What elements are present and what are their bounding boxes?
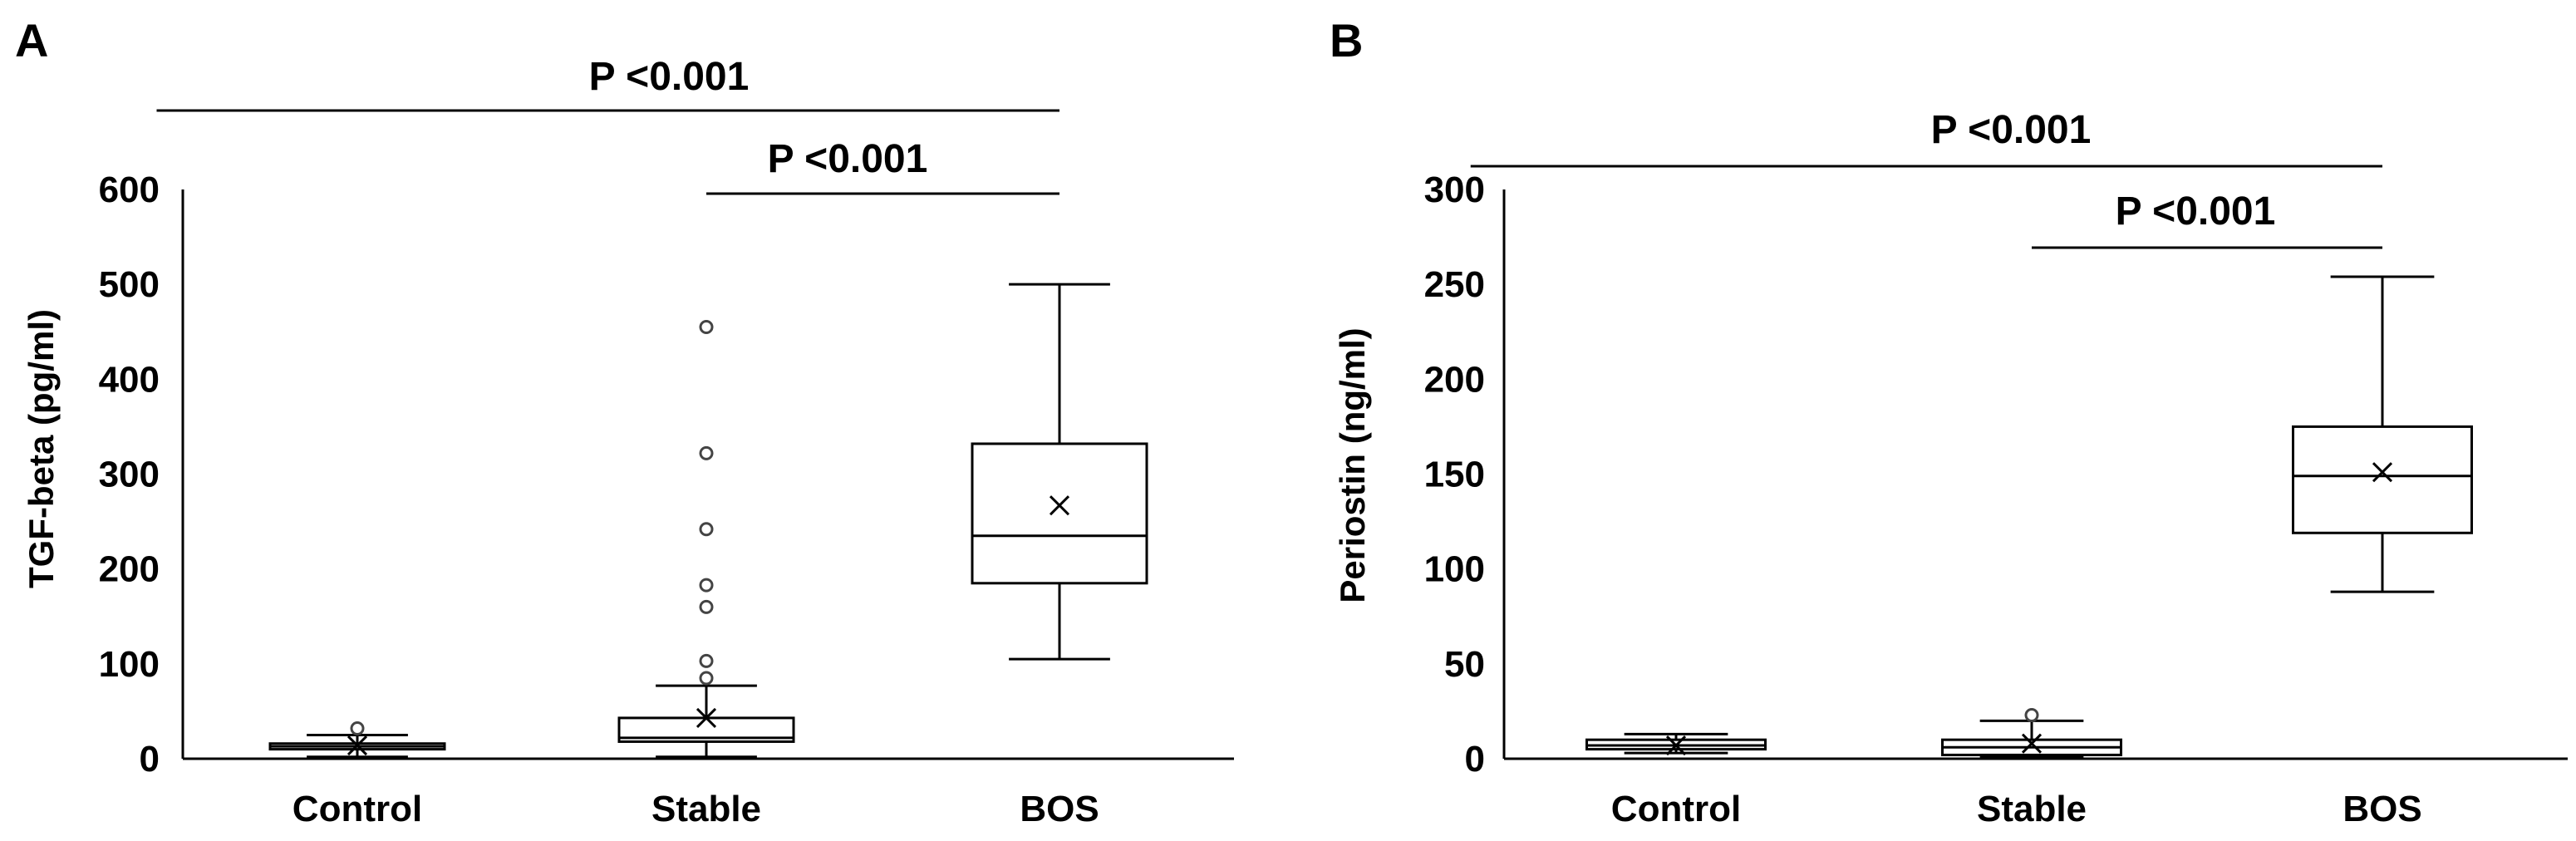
y-tick-label-a-100: 100 <box>99 644 160 685</box>
mean-marker <box>1665 735 1687 756</box>
mean-marker <box>347 735 368 756</box>
outlier-point <box>699 653 714 668</box>
x-tick-label-a-control: Control <box>293 789 422 829</box>
outlier-point <box>2024 707 2039 722</box>
y-tick-label-b-200: 200 <box>1424 359 1485 400</box>
panel-b: B Periostin (ng/ml) 0 50 100 150 200 250 300 Co… <box>1330 14 2568 829</box>
y-tick-label-a-500: 500 <box>99 264 160 305</box>
iqr-box <box>971 442 1148 585</box>
iqr-box <box>2292 425 2473 534</box>
panel-a: A TGF-beta (pg/ml) 0 100 200 300 400 500 600 Co… <box>15 14 1234 829</box>
box-plot-a-bos <box>971 283 1148 661</box>
p-value-label-a-control-bos: P <0.001 <box>589 55 750 99</box>
x-tick-label-b-control: Control <box>1611 789 1741 829</box>
outlier-point <box>699 522 714 537</box>
y-tick-label-b-300: 300 <box>1424 170 1485 210</box>
y-tick-label-b-150: 150 <box>1424 455 1485 495</box>
mean-marker <box>1049 495 1070 516</box>
box-plot-a-stable <box>617 320 795 759</box>
box-plot-a-control <box>268 721 446 759</box>
outlier-point <box>699 445 714 460</box>
y-tick-label-b-50: 50 <box>1444 644 1485 685</box>
box-plot-b-bos <box>2292 275 2473 593</box>
box-plot-b-stable <box>1941 707 2122 759</box>
x-tick-label-b-bos: BOS <box>2342 789 2421 829</box>
mean-marker <box>2021 733 2043 754</box>
mean-marker <box>696 707 717 728</box>
y-tick-label-a-0: 0 <box>140 739 160 780</box>
panel-label-b: B <box>1330 14 1363 66</box>
y-tick-label-a-200: 200 <box>99 549 160 590</box>
panel-label-a: A <box>15 14 48 66</box>
y-axis-label-b: Periostin (ng/ml) <box>1333 327 1372 602</box>
y-tick-label-a-300: 300 <box>99 455 160 495</box>
y-tick-label-a-600: 600 <box>99 170 160 210</box>
p-value-label-b-stable-bos: P <0.001 <box>2116 189 2276 234</box>
p-value-label-b-control-bos: P <0.001 <box>1931 108 2092 152</box>
outlier-point <box>350 721 365 735</box>
mean-marker <box>2372 462 2393 483</box>
y-axis-label-a: TGF-beta (pg/ml) <box>22 309 61 588</box>
x-tick-label-a-stable: Stable <box>651 789 761 829</box>
outlier-point <box>699 599 714 614</box>
y-tick-label-a-400: 400 <box>99 359 160 400</box>
y-tick-label-b-250: 250 <box>1424 264 1485 305</box>
outlier-point <box>699 671 714 686</box>
x-tick-label-b-stable: Stable <box>1977 789 2087 829</box>
y-tick-label-b-0: 0 <box>1465 739 1485 780</box>
outlier-point <box>699 578 714 593</box>
p-value-label-a-stable-bos: P <0.001 <box>768 137 928 181</box>
outlier-point <box>699 320 714 335</box>
box-plot-b-control <box>1585 732 1767 756</box>
y-tick-label-b-100: 100 <box>1424 549 1485 590</box>
x-tick-label-a-bos: BOS <box>1020 789 1099 829</box>
